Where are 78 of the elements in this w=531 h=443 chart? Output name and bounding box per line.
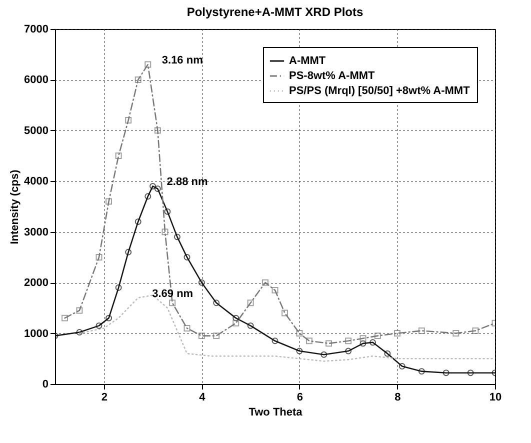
annotation: 2.88 nm bbox=[166, 176, 208, 188]
x-tick-label: 4 bbox=[199, 392, 206, 404]
y-tick-label: 2000 bbox=[24, 277, 48, 290]
point bbox=[62, 314, 68, 322]
point bbox=[150, 182, 156, 190]
y-tick-label: 1000 bbox=[24, 328, 48, 340]
point bbox=[76, 307, 83, 314]
point bbox=[134, 76, 142, 83]
y-tick-label: 3000 bbox=[24, 226, 48, 238]
legend-label: A-MMT bbox=[289, 55, 326, 67]
legend-label: PS/PS (Mrql) [50/50] +8wt% A-MMT bbox=[289, 85, 470, 97]
point bbox=[169, 300, 176, 306]
point bbox=[134, 218, 142, 225]
point bbox=[418, 368, 425, 375]
x-tick-label: 8 bbox=[394, 392, 401, 404]
point bbox=[106, 314, 112, 322]
point bbox=[442, 370, 450, 376]
point bbox=[174, 234, 180, 240]
point bbox=[76, 329, 83, 336]
point bbox=[125, 248, 132, 256]
point bbox=[106, 198, 112, 205]
legend-label: PS-8wt% A-MMT bbox=[289, 70, 376, 82]
point bbox=[125, 117, 132, 124]
point bbox=[360, 335, 366, 342]
point bbox=[370, 339, 376, 346]
point bbox=[115, 284, 122, 291]
point bbox=[232, 320, 240, 326]
point bbox=[282, 310, 288, 316]
point bbox=[418, 328, 425, 334]
point bbox=[198, 279, 205, 286]
y-axis-title: Intensity (cps) bbox=[9, 169, 22, 244]
point bbox=[115, 152, 122, 160]
point bbox=[213, 332, 220, 340]
point bbox=[360, 340, 366, 347]
point bbox=[162, 228, 168, 236]
point bbox=[213, 300, 220, 306]
point bbox=[398, 363, 406, 370]
y-tick-label: 6000 bbox=[24, 74, 48, 86]
point bbox=[452, 330, 460, 337]
x-tick-label: 10 bbox=[489, 392, 502, 404]
point bbox=[154, 186, 161, 192]
y-tick-label: 0 bbox=[42, 378, 48, 390]
point bbox=[154, 127, 161, 134]
point bbox=[144, 61, 152, 68]
point bbox=[272, 286, 278, 294]
point bbox=[247, 300, 254, 306]
point bbox=[374, 332, 381, 340]
point bbox=[184, 324, 190, 332]
point bbox=[272, 338, 278, 344]
annotation: 3.16 nm bbox=[162, 54, 204, 66]
point bbox=[198, 332, 205, 340]
point bbox=[320, 351, 328, 358]
y-tick-label: 7000 bbox=[24, 24, 48, 36]
y-tick-label: 5000 bbox=[24, 124, 48, 137]
point bbox=[467, 370, 474, 376]
x-tick-label: 6 bbox=[296, 392, 304, 404]
point bbox=[306, 338, 312, 344]
point bbox=[296, 348, 303, 354]
x-tick-label: 2 bbox=[101, 392, 108, 404]
annotation: 3.69 nm bbox=[152, 288, 194, 300]
y-tick-label: 4000 bbox=[24, 176, 48, 188]
point bbox=[296, 330, 303, 337]
point bbox=[472, 328, 479, 334]
point bbox=[232, 314, 240, 322]
point bbox=[164, 208, 171, 215]
point bbox=[96, 254, 102, 260]
point bbox=[345, 338, 352, 344]
point bbox=[326, 340, 332, 347]
point bbox=[96, 322, 102, 329]
x-axis-title: Two Theta bbox=[248, 406, 304, 418]
point bbox=[144, 193, 152, 200]
point bbox=[384, 350, 391, 357]
point bbox=[247, 322, 254, 329]
chart-title: Polystyrene+A-MMT XRD Plots bbox=[186, 5, 364, 19]
point bbox=[394, 330, 400, 337]
point bbox=[184, 254, 190, 260]
point bbox=[262, 279, 268, 286]
point bbox=[345, 348, 352, 354]
